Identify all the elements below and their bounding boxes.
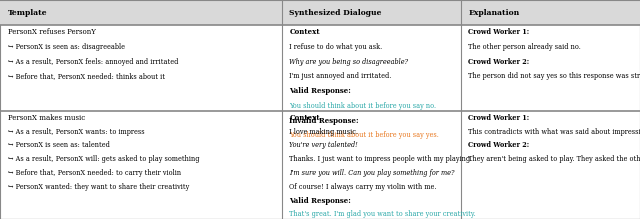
Text: The person did not say yes so this response was strange.: The person did not say yes so this respo…	[468, 72, 640, 81]
Text: That's great. I'm glad you want to share your creativity.: That's great. I'm glad you want to share…	[289, 210, 476, 219]
Text: ↪ As a result, PersonX wants: to impress: ↪ As a result, PersonX wants: to impress	[8, 128, 144, 136]
Text: Synthesized Dialogue: Synthesized Dialogue	[289, 9, 382, 17]
Text: I love making music.: I love making music.	[289, 128, 358, 136]
Text: Invalid Response:: Invalid Response:	[289, 117, 359, 125]
Text: ↪ PersonX wanted: they want to share their creativity: ↪ PersonX wanted: they want to share the…	[8, 183, 189, 191]
Text: Valid Response:: Valid Response:	[289, 197, 351, 205]
Text: Context: Context	[289, 114, 320, 122]
Text: I'm just annoyed and irritated.: I'm just annoyed and irritated.	[289, 72, 392, 81]
Text: Thanks. I just want to impress people with my playing.: Thanks. I just want to impress people wi…	[289, 155, 472, 163]
Text: You're very talented!: You're very talented!	[289, 141, 358, 150]
Text: Of course! I always carry my violin with me.: Of course! I always carry my violin with…	[289, 183, 436, 191]
Text: You should think about it before you say no.: You should think about it before you say…	[289, 102, 436, 110]
Text: Valid Response:: Valid Response:	[289, 87, 351, 95]
Text: Context: Context	[289, 28, 320, 37]
Text: They aren't being asked to play. They asked the other person to play: They aren't being asked to play. They as…	[468, 155, 640, 163]
Text: ↪ As a result, PersonX will: gets asked to play something: ↪ As a result, PersonX will: gets asked …	[8, 155, 199, 163]
Text: PersonX makes music: PersonX makes music	[8, 114, 85, 122]
Text: Crowd Worker 2:: Crowd Worker 2:	[468, 141, 530, 150]
Text: PersonX refuses PersonY: PersonX refuses PersonY	[8, 28, 96, 37]
Text: ↪ As a result, PersonX feels: annoyed and irritated: ↪ As a result, PersonX feels: annoyed an…	[8, 58, 178, 66]
Text: Crowd Worker 1:: Crowd Worker 1:	[468, 114, 530, 122]
Text: Why are you being so disagreeable?: Why are you being so disagreeable?	[289, 58, 408, 66]
Text: ↪ Before that, PersonX needed: thinks about it: ↪ Before that, PersonX needed: thinks ab…	[8, 72, 164, 81]
Text: The other person already said no.: The other person already said no.	[468, 43, 581, 51]
FancyBboxPatch shape	[0, 0, 640, 25]
Text: ↪ PersonX is seen as: talented: ↪ PersonX is seen as: talented	[8, 141, 109, 150]
Text: You should think about it before you say yes.: You should think about it before you say…	[289, 131, 439, 139]
Text: ↪ PersonX is seen as: disagreeable: ↪ PersonX is seen as: disagreeable	[8, 43, 125, 51]
Text: ↪ Before that, PersonX needed: to carry their violin: ↪ Before that, PersonX needed: to carry …	[8, 169, 181, 177]
Text: Template: Template	[8, 9, 47, 17]
Text: I refuse to do what you ask.: I refuse to do what you ask.	[289, 43, 383, 51]
Text: I'm sure you will. Can you play something for me?: I'm sure you will. Can you play somethin…	[289, 169, 455, 177]
Text: Explanation: Explanation	[468, 9, 520, 17]
Text: Crowd Worker 2:: Crowd Worker 2:	[468, 58, 530, 66]
Text: Crowd Worker 1:: Crowd Worker 1:	[468, 28, 530, 37]
Text: This contradicts with what was said about impressing people.: This contradicts with what was said abou…	[468, 128, 640, 136]
